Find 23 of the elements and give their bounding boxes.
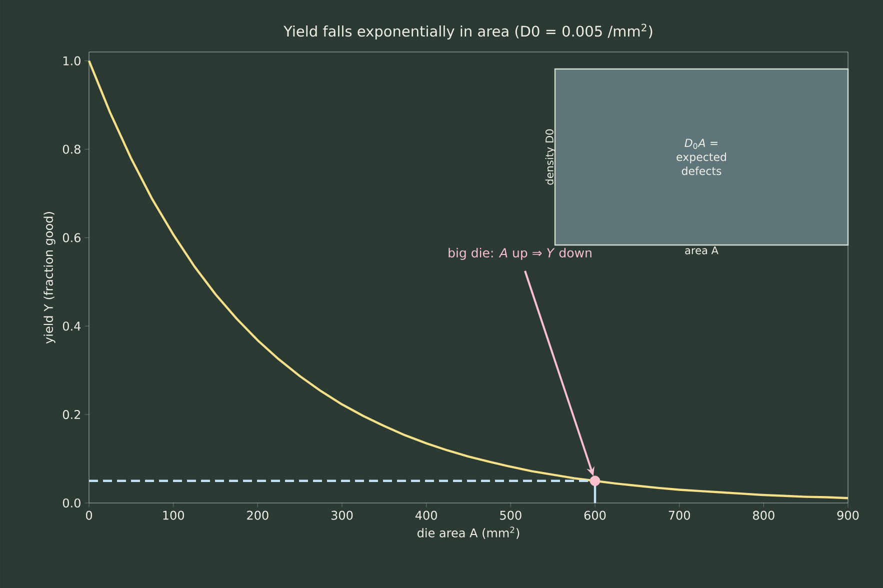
x-tick-label: 300 <box>331 510 353 520</box>
y-tick-label: 1.0 <box>63 56 80 66</box>
x-tick-label: 800 <box>753 510 774 520</box>
x-tick-label: 600 <box>584 510 606 520</box>
x-tick-label: 500 <box>500 510 522 520</box>
y-tick-label: 0.2 <box>62 410 80 420</box>
x-tick-label: 400 <box>415 510 437 520</box>
y-tick-label: 0.6 <box>62 233 80 242</box>
y-tick-label: 0.4 <box>62 322 81 331</box>
annotation: D$_{0}$A = expected defects <box>676 138 726 176</box>
y-tick-label: 0.0 <box>62 498 80 508</box>
y-axis-title: yield Y (fraction good) <box>44 212 56 344</box>
chart-title: Yield falls exponentially in area (D0 = 0.005 /mm$^{2}$) <box>284 24 652 40</box>
x-tick-label: 100 <box>163 510 184 520</box>
x-axis-title: die area A (mm$^{2}$) <box>417 526 520 539</box>
x-tick-label: 700 <box>668 510 690 520</box>
text: area A <box>685 246 718 254</box>
y-tick-label: 0.8 <box>62 144 80 154</box>
x-tick-label: 900 <box>837 510 859 520</box>
x-tick-label: 200 <box>247 510 268 520</box>
text: density D0 <box>545 129 556 185</box>
annotation: big die: A up ⇒ Y down <box>448 248 592 260</box>
x-tick-label: 0 <box>86 510 92 520</box>
